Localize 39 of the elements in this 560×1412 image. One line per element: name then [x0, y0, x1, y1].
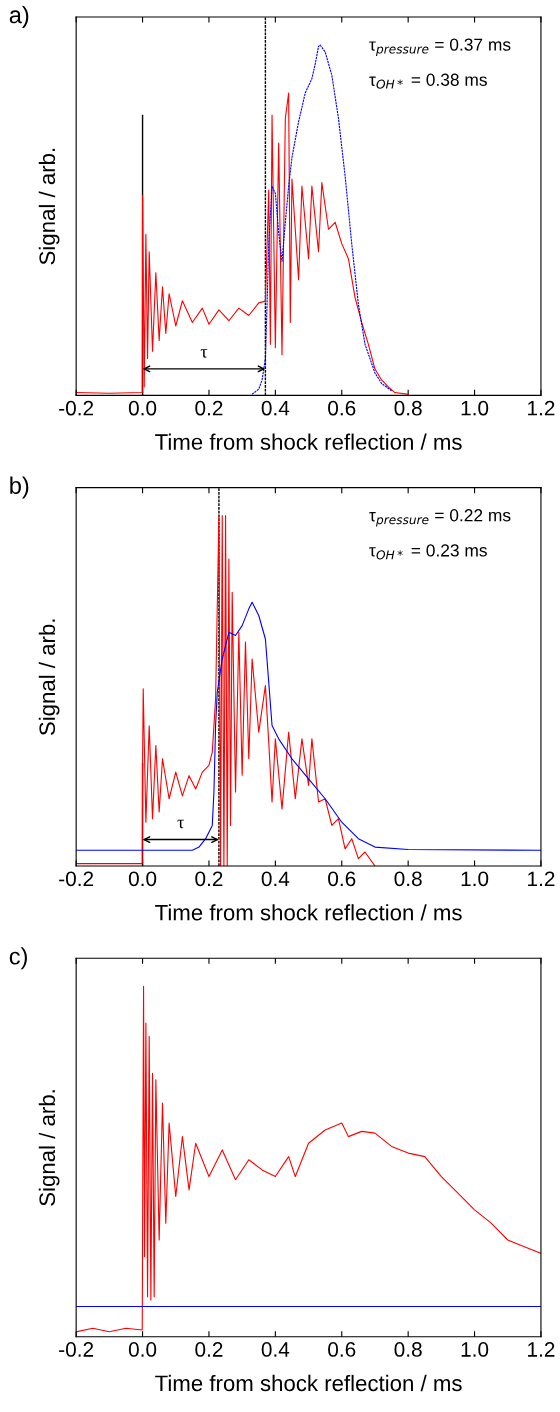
x-tick-label: 0.2 — [195, 400, 223, 416]
annotation: τ$_{OH*}$ = 0.38 ms — [369, 73, 487, 89]
x-tick-label: 0.0 — [128, 400, 157, 416]
x-tick-label: 0.6 — [328, 1342, 356, 1357]
x-tick-label: 0.6 — [328, 400, 356, 416]
x-tick-label: 0.4 — [261, 400, 290, 416]
chart-title: c) — [9, 947, 27, 970]
x-tick-label: 0.2 — [195, 871, 223, 887]
y-axis-title: Signal / arb. — [38, 148, 60, 265]
y-axis-title: Signal / arb. — [38, 619, 60, 736]
x-tick-label: 0.8 — [394, 400, 422, 416]
x-tick-label: 0.6 — [328, 871, 356, 887]
x-tick-label: -0.2 — [59, 400, 94, 416]
annotation: τ$_{OH*}$ = 0.23 ms — [369, 544, 487, 560]
x-axis-title: Time from shock reflection / ms — [155, 904, 462, 921]
x-tick-label: 0.8 — [394, 871, 422, 887]
annotation: τ$_{pressure}$ = 0.37 ms — [369, 38, 511, 56]
chart-title: a) — [9, 5, 29, 28]
x-tick-label: 1.0 — [461, 400, 489, 416]
x-tick-label: 0.4 — [261, 871, 290, 887]
x-tick-label: 0.0 — [128, 1342, 157, 1357]
x-tick-label: 1.0 — [461, 871, 489, 887]
annotation: τ$_{pressure}$ = 0.22 ms — [369, 509, 511, 527]
x-axis-title: Time from shock reflection / ms — [155, 1374, 462, 1392]
chart-title: b) — [10, 476, 29, 499]
x-tick-label: 1.2 — [528, 871, 555, 886]
y-axis-title: Signal / arb. — [38, 1090, 60, 1206]
x-tick-label: 1.2 — [528, 1342, 555, 1357]
x-tick-label: -0.2 — [59, 1342, 94, 1357]
x-tick-label: 0.4 — [261, 1342, 290, 1357]
x-axis-title: Time from shock reflection / ms — [155, 433, 462, 450]
annotation: τ — [177, 819, 184, 829]
x-tick-label: 0.8 — [394, 1342, 422, 1357]
x-tick-label: 1.0 — [461, 1342, 489, 1357]
annotation: τ — [200, 349, 208, 358]
x-tick-label: 0.2 — [195, 1342, 223, 1357]
x-tick-label: -0.2 — [59, 871, 94, 887]
x-tick-label: 0.0 — [128, 871, 157, 887]
x-tick-label: 1.2 — [528, 400, 555, 416]
